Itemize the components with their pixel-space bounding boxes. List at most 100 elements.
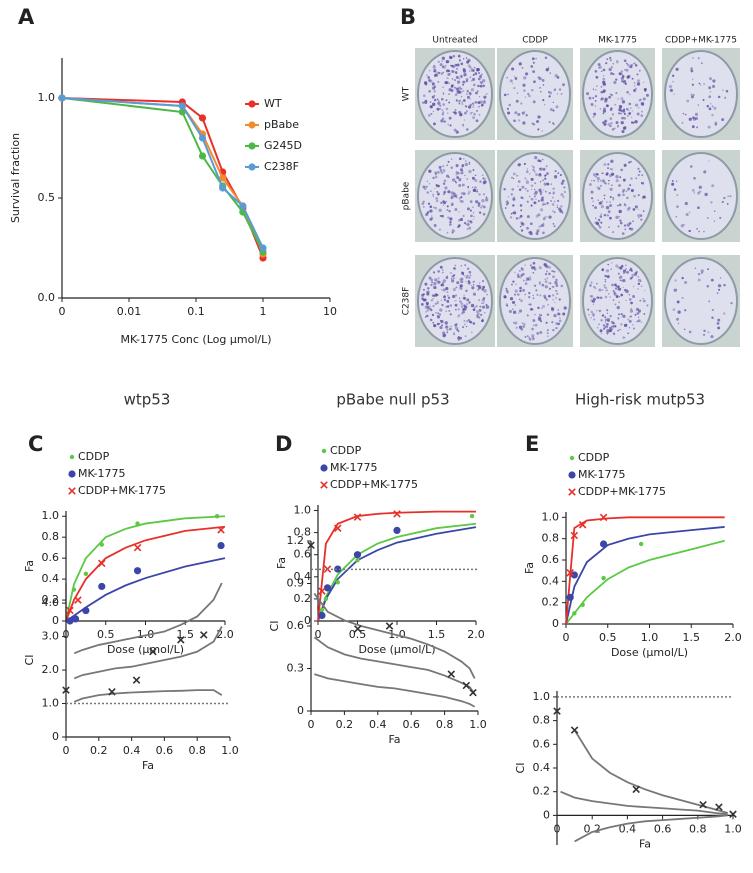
colony bbox=[514, 75, 516, 78]
colony bbox=[606, 312, 609, 315]
colony bbox=[457, 315, 460, 318]
marker bbox=[570, 571, 578, 579]
colony bbox=[721, 118, 725, 122]
colony bbox=[528, 291, 531, 295]
colony bbox=[638, 216, 640, 219]
legend-marker bbox=[69, 454, 75, 460]
colony bbox=[630, 188, 634, 193]
colony bbox=[431, 82, 435, 85]
colony bbox=[476, 90, 479, 93]
colony bbox=[600, 213, 602, 215]
colony bbox=[536, 331, 540, 335]
colony bbox=[543, 103, 546, 106]
colony bbox=[512, 82, 514, 84]
marker bbox=[318, 587, 326, 595]
colony bbox=[612, 322, 615, 325]
colony bbox=[466, 207, 470, 211]
colony bbox=[629, 315, 632, 318]
y-tick-label: 1.0 bbox=[38, 91, 56, 104]
colony bbox=[535, 198, 537, 200]
x-tick-label: 0.6 bbox=[156, 744, 174, 757]
colony bbox=[421, 293, 425, 297]
colony bbox=[532, 166, 535, 169]
colony bbox=[560, 284, 564, 288]
colony bbox=[450, 203, 454, 206]
colony bbox=[508, 309, 512, 314]
colony bbox=[604, 316, 607, 319]
colony bbox=[539, 191, 543, 194]
colony bbox=[698, 185, 702, 189]
colony bbox=[516, 293, 520, 296]
colony bbox=[613, 333, 616, 336]
colony bbox=[519, 225, 522, 228]
y-tick-label: 1.0 bbox=[294, 504, 312, 517]
colony bbox=[482, 285, 486, 289]
y-tick-label: 0.4 bbox=[542, 574, 560, 587]
colony bbox=[620, 97, 624, 101]
colony bbox=[442, 86, 444, 89]
colony bbox=[592, 88, 595, 90]
colony bbox=[619, 219, 622, 222]
colony bbox=[469, 200, 473, 204]
colony bbox=[560, 93, 563, 96]
colony bbox=[457, 330, 460, 333]
colony bbox=[523, 76, 527, 80]
colony bbox=[622, 190, 625, 193]
colony bbox=[553, 200, 556, 203]
colony bbox=[458, 59, 462, 62]
colony bbox=[456, 281, 460, 285]
x-tick-label: 0 bbox=[59, 305, 66, 318]
colony bbox=[426, 314, 429, 318]
colony bbox=[527, 92, 530, 96]
legend-marker bbox=[569, 455, 575, 461]
x-tick-label: 0.2 bbox=[336, 718, 354, 731]
colony bbox=[633, 194, 636, 198]
colony bbox=[556, 93, 559, 95]
colony bbox=[604, 120, 607, 123]
colony bbox=[428, 169, 432, 173]
colony bbox=[597, 224, 600, 227]
colony bbox=[433, 122, 436, 126]
y-tick-label: 0.2 bbox=[533, 785, 551, 798]
colony bbox=[455, 181, 457, 184]
colony bbox=[608, 96, 611, 99]
colony bbox=[451, 229, 455, 233]
colony bbox=[526, 277, 530, 281]
colony bbox=[553, 211, 556, 214]
colony bbox=[445, 276, 449, 279]
colony bbox=[452, 192, 456, 196]
colony bbox=[612, 231, 614, 233]
colony bbox=[599, 108, 601, 110]
colony bbox=[472, 106, 474, 108]
colony bbox=[693, 192, 696, 194]
colony bbox=[469, 94, 471, 96]
colony bbox=[685, 213, 689, 217]
colony bbox=[459, 112, 463, 117]
colony bbox=[437, 270, 440, 273]
colony bbox=[721, 200, 724, 204]
colony bbox=[517, 180, 521, 183]
colony bbox=[702, 98, 705, 101]
colony bbox=[450, 313, 452, 316]
colony bbox=[466, 298, 470, 302]
colony bbox=[548, 272, 551, 276]
y-tick-label: 0.6 bbox=[542, 553, 560, 566]
colony bbox=[540, 314, 543, 316]
colony bbox=[469, 103, 472, 107]
colony bbox=[445, 287, 449, 291]
colony bbox=[626, 91, 629, 94]
colony bbox=[545, 265, 549, 269]
colony bbox=[547, 335, 549, 337]
colony bbox=[619, 328, 621, 331]
marker bbox=[699, 800, 707, 809]
colony bbox=[676, 300, 680, 304]
marker bbox=[385, 622, 394, 630]
colony bbox=[480, 104, 483, 107]
colony bbox=[443, 179, 447, 183]
colony bbox=[553, 313, 557, 318]
colony bbox=[520, 196, 523, 199]
colony bbox=[540, 198, 544, 202]
colony bbox=[627, 187, 631, 191]
colony bbox=[539, 313, 541, 316]
colony bbox=[530, 65, 534, 68]
